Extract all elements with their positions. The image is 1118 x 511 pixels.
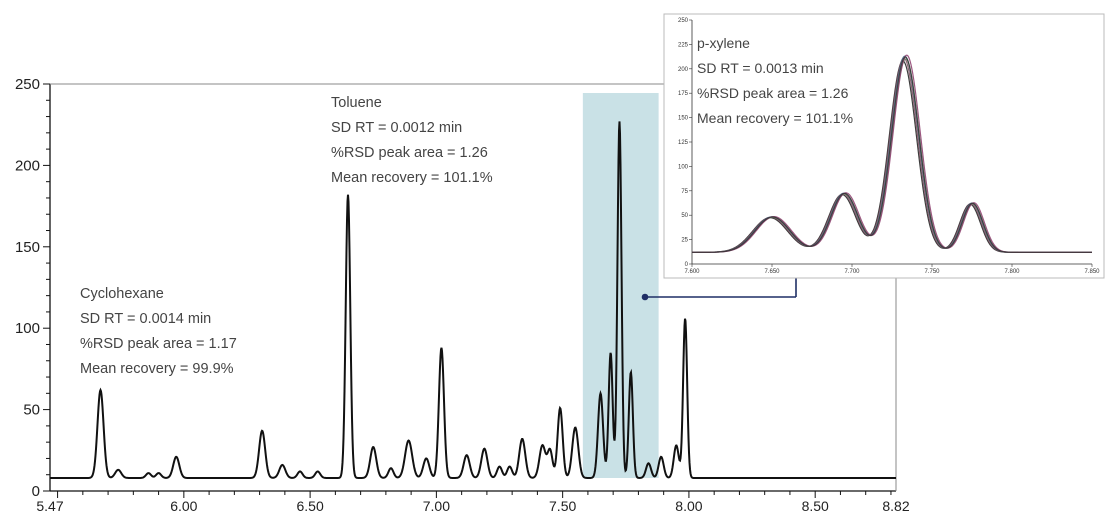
cyclohexane-annotation: Cyclohexane SD RT = 0.0014 min %RSD peak… [80, 286, 241, 377]
x-tick-label: 6.00 [170, 498, 197, 511]
inset-y-tick-label: 250 [678, 18, 689, 24]
inset-y-tick-label: 100 [678, 164, 689, 170]
inset-y-tick-label: 225 [678, 42, 689, 48]
x-tick-label: 7.50 [549, 498, 576, 511]
x-axis-ticks: 5.47 6.00 6.50 7.00 7.50 8.00 8.50 8.82 [36, 491, 910, 511]
cyclohexane-sd-rt: SD RT = 0.0014 min [80, 311, 211, 327]
cyclohexane-recovery: Mean recovery = 99.9% [80, 361, 234, 377]
y-tick-label: 200 [15, 157, 40, 174]
inset-y-tick-label: 125 [678, 140, 689, 146]
p-xylene-sd-rt: SD RT = 0.0013 min [697, 60, 824, 76]
inset-x-tick-label: 7.800 [1004, 269, 1020, 275]
x-tick-label: 5.47 [36, 498, 63, 511]
inset-overlaid-traces [692, 54, 1092, 253]
inset-x-tick-label: 7.750 [924, 269, 940, 275]
x-tick-label: 7.00 [423, 498, 450, 511]
p-xylene-label: p-xylene [697, 35, 750, 51]
inset-y-tick-label: 25 [681, 238, 688, 244]
cyclohexane-label: Cyclohexane [80, 286, 164, 302]
x-tick-label: 8.50 [802, 498, 829, 511]
inset-trace [692, 56, 1092, 253]
toluene-rsd: %RSD peak area = 1.26 [331, 145, 488, 161]
toluene-sd-rt: SD RT = 0.0012 min [331, 120, 462, 136]
inset-y-tick-label: 200 [678, 67, 689, 73]
y-axis-ticks: 0 50 100 150 200 250 [15, 76, 50, 500]
inset-y-tick-label: 50 [681, 213, 688, 219]
inset-x-tick-label: 7.600 [684, 269, 700, 275]
x-tick-label: 8.82 [882, 498, 909, 511]
toluene-label: Toluene [331, 95, 382, 111]
inset-y-tick-label: 75 [681, 189, 688, 195]
chromatogram-trace [50, 121, 896, 479]
y-tick-label: 50 [23, 402, 40, 419]
y-tick-label: 100 [15, 320, 40, 337]
x-tick-label: 8.00 [675, 498, 702, 511]
toluene-annotation: Toluene SD RT = 0.0012 min %RSD peak are… [331, 95, 493, 186]
inset-frame [663, 13, 1105, 279]
y-tick-label: 150 [15, 239, 40, 256]
inset-y-axis-ticks: 0 25 50 75 100 125 150 175 200 225 250 [678, 18, 692, 268]
y-tick-label: 0 [32, 483, 40, 500]
x-tick-label: 6.50 [296, 498, 323, 511]
p-xylene-rsd: %RSD peak area = 1.26 [697, 85, 849, 101]
p-xylene-annotation: p-xylene SD RT = 0.0013 min %RSD peak ar… [697, 35, 853, 126]
y-tick-label: 250 [15, 76, 40, 93]
inset-y-tick-label: 150 [678, 116, 689, 122]
inset-x-tick-label: 7.850 [1084, 269, 1100, 275]
inset-y-tick-label: 0 [685, 262, 689, 268]
cyclohexane-rsd: %RSD peak area = 1.17 [80, 336, 237, 352]
inset-x-tick-label: 7.700 [844, 269, 860, 275]
inset-y-tick-label: 175 [678, 91, 689, 97]
inset-x-tick-label: 7.650 [764, 269, 780, 275]
p-xylene-recovery: Mean recovery = 101.1% [697, 110, 853, 126]
toluene-recovery: Mean recovery = 101.1% [331, 170, 493, 186]
inset-x-axis-ticks: 7.600 7.650 7.700 7.750 7.800 7.850 [684, 264, 1100, 275]
